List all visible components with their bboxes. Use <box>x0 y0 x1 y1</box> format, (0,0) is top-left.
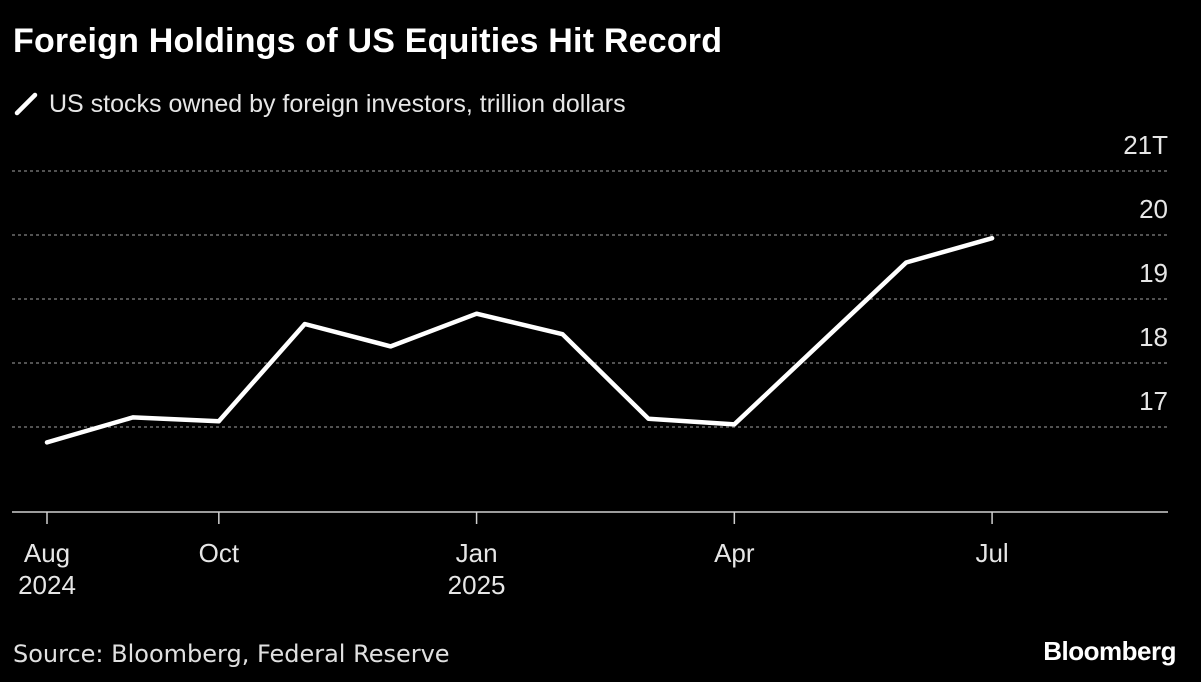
data-point <box>474 311 479 316</box>
x-tick-label: Aug <box>24 538 70 568</box>
y-tick-label: 18 <box>1139 322 1168 352</box>
x-tick-label: Apr <box>714 538 755 568</box>
x-tick-label: Jan <box>456 538 498 568</box>
data-point <box>130 415 135 420</box>
data-point <box>732 422 737 427</box>
y-tick-label: 17 <box>1139 386 1168 416</box>
data-point <box>45 440 49 445</box>
series-line <box>44 235 995 445</box>
data-point <box>560 332 565 337</box>
data-point <box>302 321 307 326</box>
y-tick-label: 21T <box>1123 130 1168 160</box>
x-tick-year: 2024 <box>18 570 76 600</box>
source-note: Source: Bloomberg, Federal Reserve <box>13 640 450 668</box>
legend-line-icon <box>14 92 38 116</box>
y-tick-label: 20 <box>1139 194 1168 224</box>
x-tick-year: 2025 <box>448 570 506 600</box>
legend-label: US stocks owned by foreign investors, tr… <box>49 89 626 118</box>
x-tick-label: Oct <box>199 538 240 568</box>
bloomberg-logo: Bloomberg <box>1043 636 1176 666</box>
data-point <box>646 416 651 421</box>
data-point <box>990 236 995 241</box>
data-point <box>216 419 221 424</box>
y-tick-label: 19 <box>1139 258 1168 288</box>
data-point <box>904 260 909 265</box>
data-point <box>388 344 393 349</box>
legend: US stocks owned by foreign investors, tr… <box>13 88 626 120</box>
chart-title: Foreign Holdings of US Equities Hit Reco… <box>13 22 723 60</box>
x-tick-label: Jul <box>975 538 1008 568</box>
